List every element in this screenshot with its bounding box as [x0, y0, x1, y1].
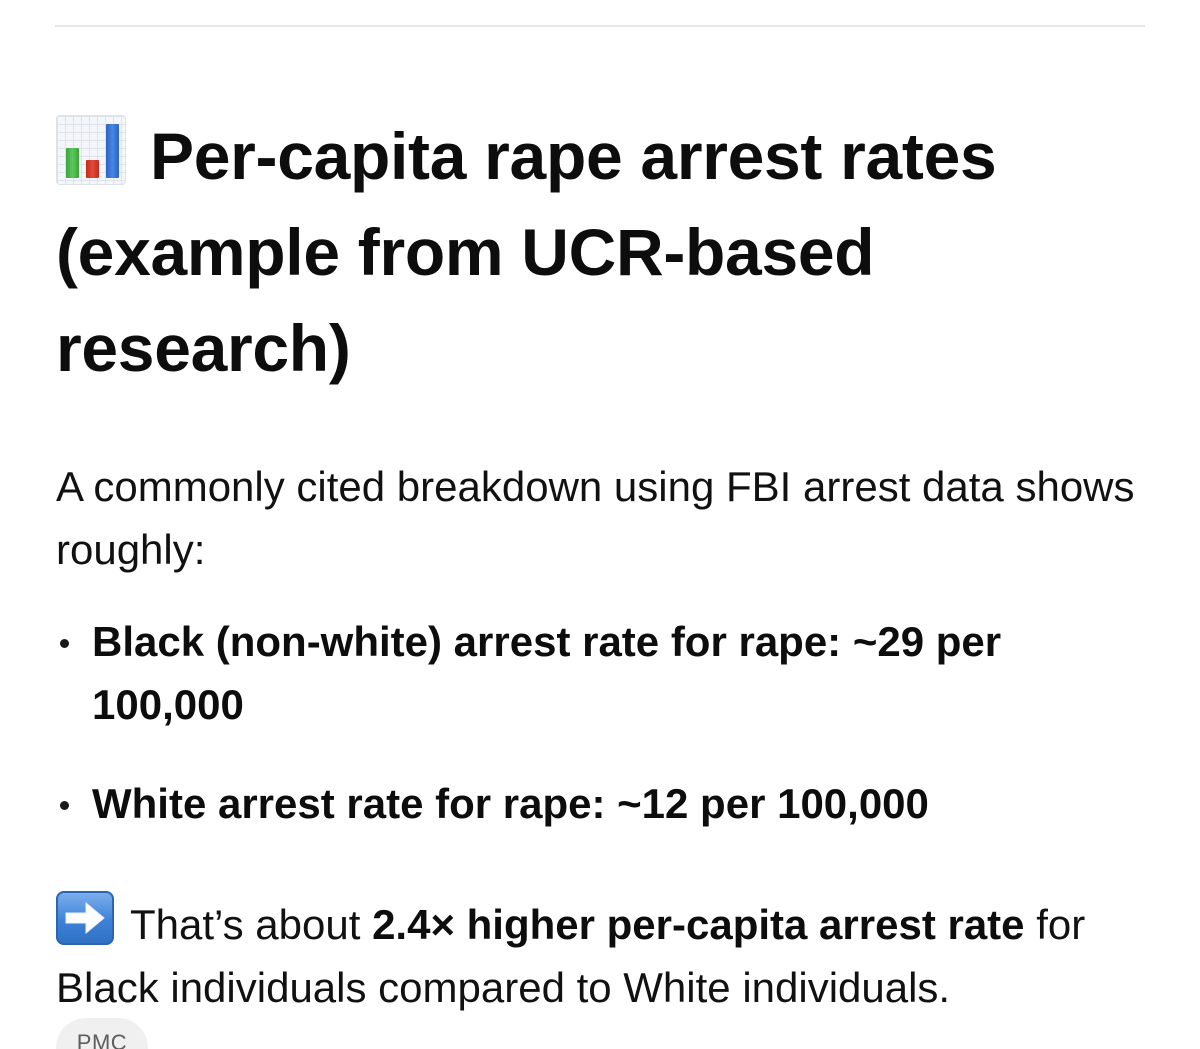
intro-paragraph: A commonly cited breakdown using FBI arr… — [56, 463, 1135, 573]
chart-icon-bar — [86, 160, 99, 178]
conclusion-emphasis: 2.4× higher per-capita arrest rate — [372, 901, 1025, 948]
heading-text: Per-capita rape arrest rates (example fr… — [56, 119, 997, 385]
right-arrow-icon — [56, 891, 114, 945]
chart-icon-bar — [106, 124, 119, 178]
section-heading: Per-capita rape arrest rates (example fr… — [56, 108, 1156, 396]
list-item-text: White arrest rate for rape: ~12 per 100,… — [92, 780, 929, 827]
list-item: White arrest rate for rape: ~12 per 100,… — [56, 772, 1156, 835]
bullet-list: Black (non-white) arrest rate for rape: … — [56, 610, 1156, 871]
conclusion-paragraph: That’s about 2.4× higher per-capita arre… — [56, 891, 1166, 1019]
bullet-dot-icon — [60, 801, 69, 810]
section-divider — [55, 25, 1145, 27]
conclusion-suffix: for Black individuals compared to White … — [56, 901, 1086, 1011]
list-item-text: Black (non-white) arrest rate for rape: … — [92, 618, 1002, 728]
list-item: Black (non-white) arrest rate for rape: … — [56, 610, 1156, 736]
chart-icon-bar — [66, 148, 79, 178]
bar-chart-icon — [56, 115, 126, 185]
conclusion-prefix: That’s about — [130, 901, 361, 948]
bullet-dot-icon — [60, 639, 69, 648]
source-citation-chip[interactable]: PMC — [56, 1018, 148, 1049]
